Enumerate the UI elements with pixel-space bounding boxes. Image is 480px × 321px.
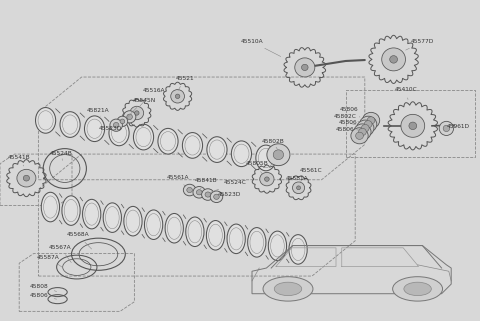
Text: 45410C: 45410C: [394, 87, 417, 100]
Ellipse shape: [214, 194, 219, 199]
Text: 45561A: 45561A: [167, 175, 189, 187]
Ellipse shape: [175, 94, 180, 99]
Ellipse shape: [361, 125, 369, 132]
Ellipse shape: [356, 132, 363, 139]
Text: 45802B: 45802B: [261, 139, 284, 149]
Ellipse shape: [301, 64, 308, 71]
Ellipse shape: [268, 231, 287, 261]
Ellipse shape: [292, 182, 305, 194]
Text: 45581A: 45581A: [285, 176, 308, 188]
Ellipse shape: [103, 203, 121, 232]
Ellipse shape: [207, 137, 227, 162]
Ellipse shape: [274, 282, 302, 296]
Ellipse shape: [295, 58, 315, 77]
Ellipse shape: [144, 210, 163, 239]
Ellipse shape: [182, 133, 203, 158]
Ellipse shape: [357, 120, 374, 136]
Text: 45523D: 45523D: [217, 192, 240, 197]
Ellipse shape: [84, 116, 105, 142]
Ellipse shape: [248, 228, 266, 257]
Text: 45841B: 45841B: [195, 178, 218, 189]
Ellipse shape: [186, 217, 204, 247]
Ellipse shape: [273, 150, 284, 160]
Ellipse shape: [130, 106, 144, 120]
Ellipse shape: [359, 128, 366, 135]
Ellipse shape: [256, 145, 276, 171]
Ellipse shape: [210, 191, 223, 203]
Ellipse shape: [267, 144, 290, 166]
Ellipse shape: [439, 121, 454, 135]
Text: 45577D: 45577D: [406, 39, 434, 50]
Text: 45806: 45806: [339, 120, 357, 125]
Ellipse shape: [227, 224, 245, 254]
Ellipse shape: [24, 175, 29, 181]
Ellipse shape: [404, 282, 432, 296]
Ellipse shape: [183, 184, 196, 196]
Ellipse shape: [443, 125, 450, 132]
Ellipse shape: [206, 221, 225, 250]
Ellipse shape: [382, 48, 406, 71]
Ellipse shape: [390, 56, 397, 63]
Ellipse shape: [165, 213, 183, 243]
Text: 45802C: 45802C: [333, 114, 359, 122]
Text: 45806: 45806: [340, 107, 360, 117]
Text: 45561C: 45561C: [300, 168, 323, 182]
Text: 45568A: 45568A: [66, 232, 92, 249]
Text: 45567A: 45567A: [48, 245, 72, 263]
Text: 45510A: 45510A: [240, 39, 281, 56]
Ellipse shape: [393, 277, 443, 301]
Ellipse shape: [123, 111, 136, 123]
Ellipse shape: [171, 90, 184, 103]
Ellipse shape: [133, 124, 154, 150]
Ellipse shape: [17, 169, 36, 187]
Text: 45524B: 45524B: [50, 151, 73, 160]
Text: 45521: 45521: [176, 76, 194, 91]
Text: 45808: 45808: [30, 284, 57, 291]
Ellipse shape: [362, 112, 380, 128]
Ellipse shape: [264, 177, 269, 181]
Text: 45806: 45806: [30, 293, 57, 299]
Ellipse shape: [120, 119, 125, 124]
Text: 45545N: 45545N: [128, 98, 156, 117]
Ellipse shape: [127, 114, 132, 120]
Ellipse shape: [41, 192, 60, 222]
Ellipse shape: [117, 116, 128, 126]
Text: 45806: 45806: [336, 126, 359, 132]
Text: 45524C: 45524C: [210, 180, 247, 193]
Ellipse shape: [202, 189, 214, 200]
Ellipse shape: [360, 116, 377, 132]
Text: 45821A: 45821A: [87, 108, 110, 116]
Text: 45805B: 45805B: [245, 161, 268, 173]
Ellipse shape: [231, 141, 252, 167]
Ellipse shape: [364, 121, 372, 128]
Text: 45587A: 45587A: [36, 255, 62, 267]
Ellipse shape: [263, 277, 313, 301]
Ellipse shape: [196, 190, 202, 195]
Ellipse shape: [83, 199, 101, 229]
Ellipse shape: [36, 108, 56, 133]
Ellipse shape: [297, 186, 300, 190]
Ellipse shape: [124, 206, 142, 236]
Ellipse shape: [113, 122, 119, 128]
Ellipse shape: [205, 192, 211, 197]
Ellipse shape: [193, 187, 205, 198]
Ellipse shape: [109, 120, 129, 146]
Ellipse shape: [401, 114, 425, 137]
Ellipse shape: [260, 172, 274, 186]
Ellipse shape: [134, 111, 139, 115]
Ellipse shape: [289, 235, 307, 264]
Ellipse shape: [60, 112, 80, 137]
Ellipse shape: [409, 122, 417, 130]
Text: 45541B: 45541B: [8, 155, 31, 166]
Text: 45523D: 45523D: [99, 123, 122, 131]
Ellipse shape: [187, 187, 192, 193]
Ellipse shape: [110, 119, 122, 131]
Ellipse shape: [158, 128, 178, 154]
Text: 45961D: 45961D: [447, 124, 470, 129]
Text: 45516A: 45516A: [139, 88, 165, 107]
Ellipse shape: [351, 128, 368, 144]
Ellipse shape: [354, 124, 371, 140]
Ellipse shape: [62, 196, 80, 225]
Ellipse shape: [367, 117, 375, 124]
